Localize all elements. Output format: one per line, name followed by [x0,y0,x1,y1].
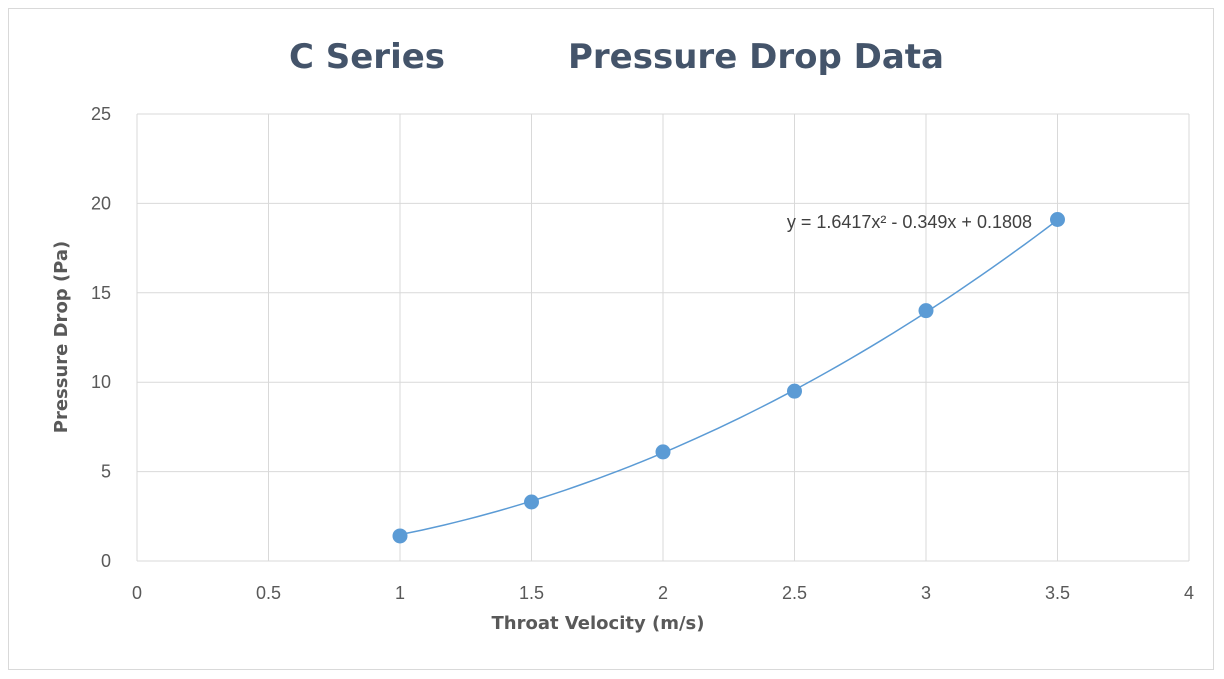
axis-ticks: 0 5 10 15 20 25 0 0.5 1 1.5 2 2.5 3 3.5 4 [91,104,1194,603]
x-tick-label: 3.5 [1045,583,1070,603]
chart-frame [8,8,1214,670]
data-point [655,444,671,460]
x-tick-label: 0 [132,583,142,603]
x-tick-label: 3 [921,583,931,603]
data-point [1050,211,1065,227]
data-points [392,211,1065,544]
y-tick-label: 0 [101,551,111,571]
x-tick-label: 1.5 [519,583,544,603]
data-point [524,494,539,510]
x-tick-label: 4 [1184,583,1194,603]
y-tick-label: 5 [101,462,111,482]
y-axis-title: Pressure Drop (Pa) [51,241,72,434]
x-axis-title: Throat Velocity (m/s) [492,613,705,634]
x-tick-label: 0.5 [256,583,281,603]
data-point [392,528,408,544]
x-tick-label: 2 [658,583,668,603]
x-tick-label: 1 [395,583,405,603]
trendline [399,219,1058,536]
data-point [918,303,934,319]
y-tick-label: 20 [91,193,111,213]
chart-title-right: Pressure Drop Data [568,37,944,77]
chart-title-left: C Series [289,37,445,77]
y-tick-label: 15 [91,283,111,303]
x-tick-label: 2.5 [782,583,807,603]
grid-lines [136,113,1190,562]
y-tick-label: 25 [91,104,111,124]
trendline-equation: y = 1.6417x² - 0.349x + 0.1808 [787,212,1032,232]
y-tick-label: 10 [91,372,111,392]
data-point [787,383,802,399]
